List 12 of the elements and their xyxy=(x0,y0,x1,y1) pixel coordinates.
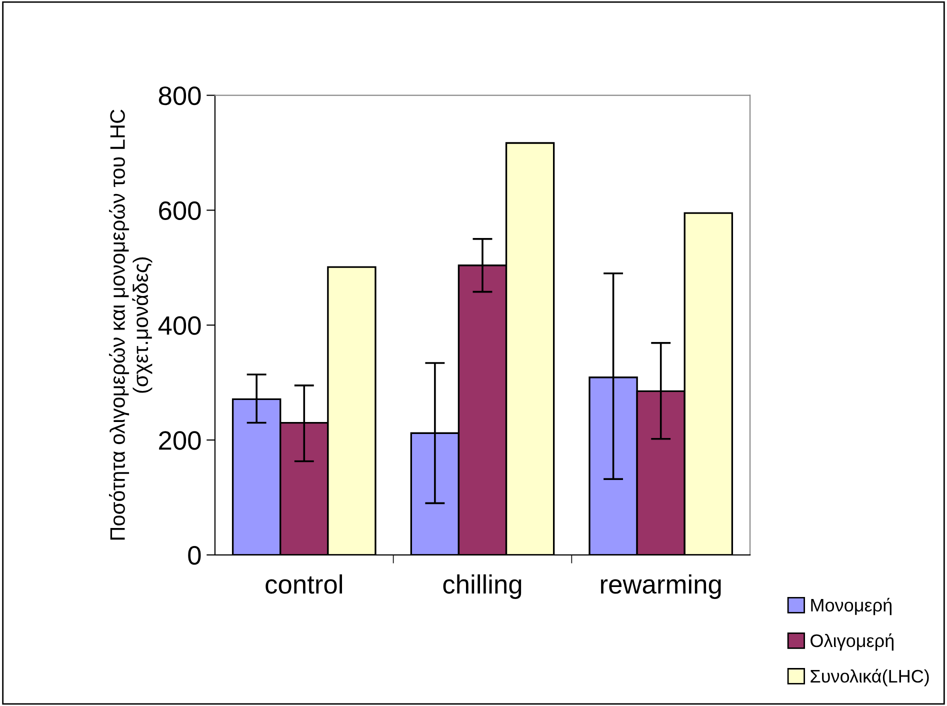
legend-label: Μονομερή xyxy=(811,598,892,616)
y-axis-title: Ποσότητα ολιγομερών και μονομερών του LHC (σχετ.μονάδες) xyxy=(109,110,152,540)
y-tick-label: 200 xyxy=(159,431,201,450)
y-tick-label: 0 xyxy=(188,546,201,565)
y-tick-label: 600 xyxy=(159,201,201,220)
x-tick-label: control xyxy=(266,574,342,594)
legend-label: Συνολικά(LHC) xyxy=(810,668,929,686)
y-tick-label: 400 xyxy=(158,316,201,335)
x-tick-label: rewarming xyxy=(601,574,721,599)
x-tick-label: chilling xyxy=(443,574,522,599)
y-tick-label: 800 xyxy=(158,86,201,106)
legend-label: Ολιγομερή xyxy=(810,633,894,651)
